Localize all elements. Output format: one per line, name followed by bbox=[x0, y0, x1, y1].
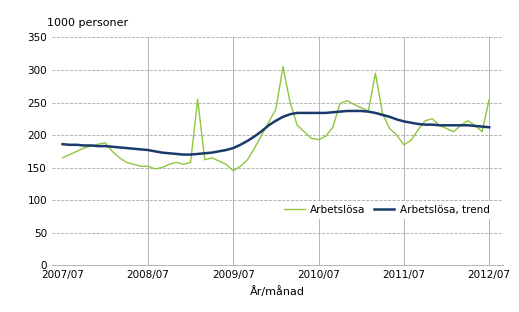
Arbetslösa, trend bbox=[145, 148, 151, 152]
Arbetslösa bbox=[486, 97, 493, 101]
Arbetslösa, trend bbox=[344, 109, 350, 113]
Arbetslösa, trend bbox=[486, 125, 493, 129]
Arbetslösa bbox=[230, 169, 236, 173]
Arbetslösa bbox=[159, 166, 165, 169]
X-axis label: År/månad: År/månad bbox=[250, 285, 305, 296]
Arbetslösa, trend bbox=[159, 151, 165, 154]
Arbetslösa, trend bbox=[60, 142, 66, 146]
Text: 1000 personer: 1000 personer bbox=[47, 18, 129, 28]
Arbetslösa bbox=[330, 125, 336, 129]
Arbetslösa bbox=[443, 127, 449, 130]
Arbetslösa bbox=[60, 156, 66, 160]
Arbetslösa, trend bbox=[294, 111, 301, 115]
Arbetslösa, trend bbox=[443, 124, 449, 127]
Arbetslösa bbox=[145, 164, 151, 168]
Arbetslösa bbox=[280, 65, 286, 69]
Arbetslösa, trend bbox=[180, 153, 186, 156]
Line: Arbetslösa, trend: Arbetslösa, trend bbox=[63, 111, 489, 154]
Legend: Arbetslösa, Arbetslösa, trend: Arbetslösa, Arbetslösa, trend bbox=[280, 201, 494, 219]
Arbetslösa bbox=[209, 156, 215, 160]
Arbetslösa bbox=[301, 130, 307, 134]
Arbetslösa, trend bbox=[322, 111, 329, 115]
Line: Arbetslösa: Arbetslösa bbox=[63, 67, 489, 171]
Arbetslösa, trend bbox=[216, 149, 222, 153]
